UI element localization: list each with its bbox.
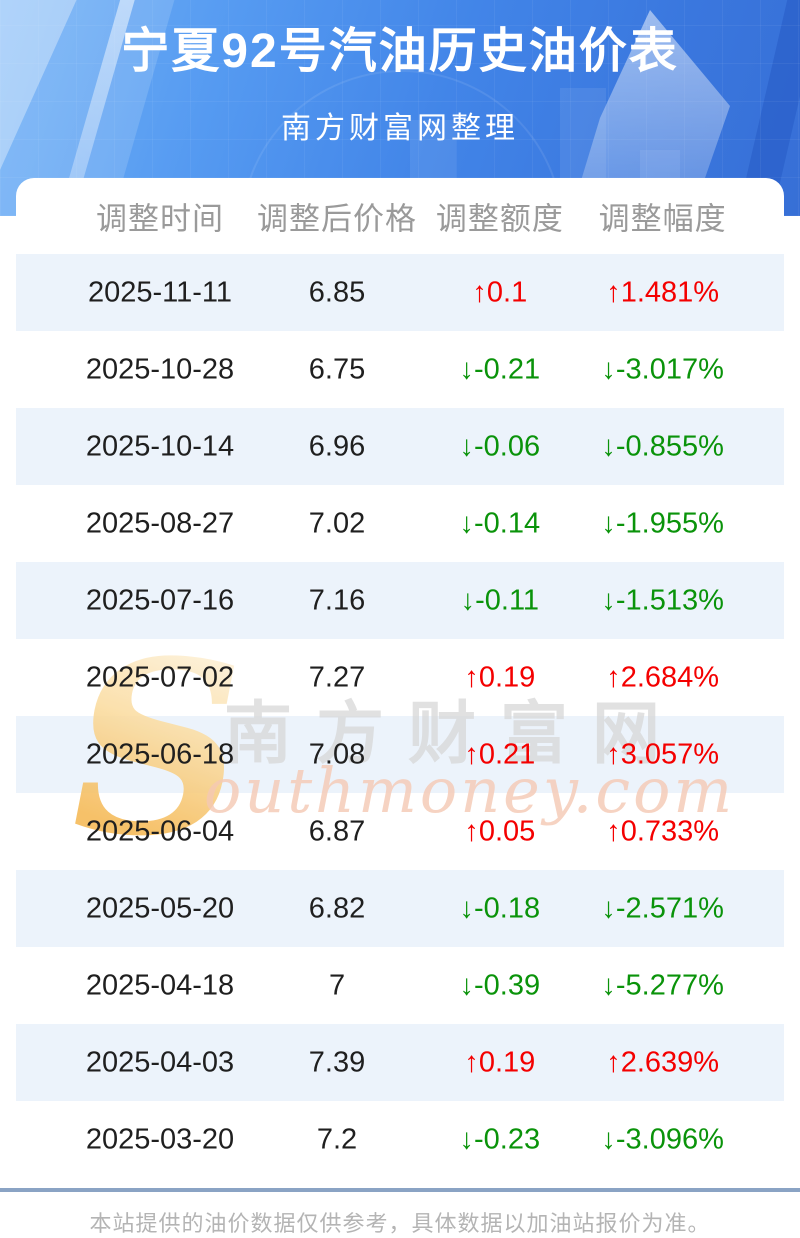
cell-change: ↓-0.39 [459,969,541,1001]
cell-percent: ↑1.481% [606,276,720,308]
table-row: 2025-07-16 7.16 ↓-0.11 ↓-1.513% [16,562,784,639]
cell-percent: ↑0.733% [606,815,720,847]
cell-price: 7.39 [308,1046,366,1078]
table-body: 2025-11-11 6.85 ↑0.1 ↑1.481% 2025-10-28 6.75 ↓… [16,254,784,1178]
cell-date: 2025-04-03 [85,1046,235,1078]
table-row: 2025-06-18 7.08 ↑0.21 ↑3.057% [16,716,784,793]
table-row: 2025-11-11 6.85 ↑0.1 ↑1.481% [16,254,784,331]
cell-price: 6.85 [308,276,366,308]
cell-date: 2025-06-04 [85,815,235,847]
cell-change: ↑0.1 [472,276,528,308]
cell-change: ↑0.05 [464,815,536,847]
cell-price: 6.87 [308,815,366,847]
cell-change: ↓-0.21 [459,353,541,385]
table-row: 2025-08-27 7.02 ↓-0.14 ↓-1.955% [16,485,784,562]
cell-date: 2025-05-20 [85,892,235,924]
footer-divider [0,1188,800,1192]
cell-price: 6.82 [308,892,366,924]
cell-change: ↓-0.14 [459,507,541,539]
cell-price: 7 [328,969,346,1001]
table-row: 2025-10-28 6.75 ↓-0.21 ↓-3.017% [16,331,784,408]
cell-date: 2025-10-28 [85,353,235,385]
cell-price: 7.2 [316,1123,358,1155]
column-header-adjust-amount: 调整额度 [435,201,564,237]
column-header-adjust-percent: 调整幅度 [598,201,727,237]
cell-change: ↓-0.06 [459,430,541,462]
table-header-row: 调整时间 调整后价格 调整额度 调整幅度 [16,178,784,254]
column-header-adjust-time: 调整时间 [96,201,224,237]
cell-percent: ↓-5.277% [601,969,724,1001]
footer-note: 本站提供的油价数据仅供参考，具体数据以加油站报价为准。 [89,1211,711,1236]
cell-percent: ↓-1.513% [601,584,724,616]
cell-price: 7.08 [308,738,366,770]
cell-price: 7.16 [308,584,366,616]
table-row: 2025-04-18 7 ↓-0.39 ↓-5.277% [16,947,784,1024]
cell-price: 7.27 [308,661,366,693]
cell-price: 7.02 [308,507,366,539]
column-header-adjusted-price: 调整后价格 [257,201,418,237]
table-row: 2025-07-02 7.27 ↑0.19 ↑2.684% [16,639,784,716]
cell-percent: ↓-3.017% [601,353,724,385]
cell-date: 2025-07-02 [85,661,235,693]
cell-date: 2025-08-27 [85,507,235,539]
cell-change: ↑0.19 [464,1046,536,1078]
cell-date: 2025-10-14 [85,430,235,462]
cell-change: ↑0.21 [464,738,536,770]
cell-percent: ↓-3.096% [601,1123,724,1155]
cell-date: 2025-04-18 [85,969,235,1001]
cell-percent: ↓-0.855% [601,430,724,462]
cell-date: 2025-06-18 [85,738,235,770]
cell-change: ↓-0.18 [459,892,541,924]
cell-date: 2025-07-16 [85,584,235,616]
price-table-card: 调整时间 调整后价格 调整额度 调整幅度 2025-11-11 6.85 ↑0.1 ↑… [16,178,784,1178]
table-row: 2025-10-14 6.96 ↓-0.06 ↓-0.855% [16,408,784,485]
table-row: 2025-04-03 7.39 ↑0.19 ↑2.639% [16,1024,784,1101]
cell-price: 6.96 [308,430,366,462]
cell-change: ↓-0.11 [460,584,540,616]
page-subtitle: 南方财富网整理 [281,112,519,146]
cell-percent: ↑2.639% [606,1046,720,1078]
page-title: 宁夏92号汽油历史油价表 [121,25,679,78]
cell-percent: ↑3.057% [606,738,720,770]
cell-percent: ↓-1.955% [601,507,724,539]
cell-percent: ↓-2.571% [601,892,724,924]
cell-change: ↓-0.23 [459,1123,541,1155]
cell-date: 2025-11-11 [87,276,233,308]
table-row: 2025-03-20 7.2 ↓-0.23 ↓-3.096% [16,1101,784,1178]
cell-change: ↑0.19 [464,661,536,693]
cell-date: 2025-03-20 [85,1123,235,1155]
table-row: 2025-06-04 6.87 ↑0.05 ↑0.733% [16,793,784,870]
cell-price: 6.75 [308,353,366,385]
cell-percent: ↑2.684% [606,661,720,693]
table-row: 2025-05-20 6.82 ↓-0.18 ↓-2.571% [16,870,784,947]
